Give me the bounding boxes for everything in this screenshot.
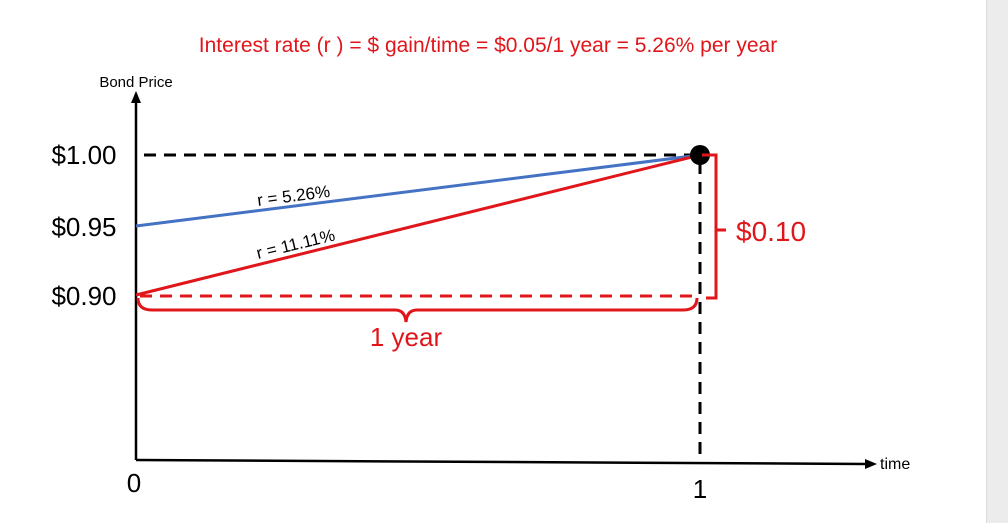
line-label-r-11.11: r = 11.11% <box>254 226 336 263</box>
scrollbar-gutter <box>986 0 1008 523</box>
y-axis-arrowhead <box>131 91 141 103</box>
gain-bracket <box>702 153 718 300</box>
y-axis-label: Bond Price <box>99 74 172 91</box>
gain-bracket-label: $0.10 <box>736 216 806 247</box>
line-r-5.26 <box>135 153 701 228</box>
diagram-title: Interest rate (r ) = $ gain/time = $0.05… <box>199 34 777 57</box>
x-axis-arrowhead <box>865 459 877 469</box>
y-tick-label-1.00: $1.00 <box>51 140 116 170</box>
line-r-11.11 <box>135 153 701 297</box>
y-tick-label-0.90: $0.90 <box>51 281 116 311</box>
duration-brace-label: 1 year <box>370 322 443 352</box>
x-tick-label-1: 1 <box>693 474 707 504</box>
y-tick-label-0.95: $0.95 <box>51 212 116 242</box>
end-point-marker <box>690 145 710 165</box>
x-axis-label: time <box>880 456 910 473</box>
x-axis <box>135 458 867 466</box>
duration-brace <box>136 297 699 323</box>
x-tick-label-0: 0 <box>127 468 141 498</box>
